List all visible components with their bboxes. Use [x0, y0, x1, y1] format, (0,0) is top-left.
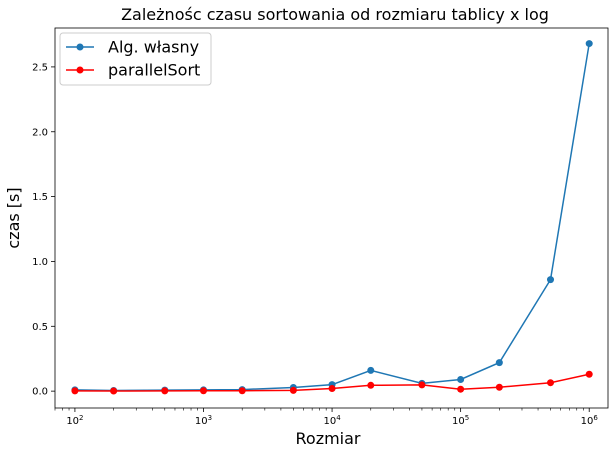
series-1-point	[547, 276, 555, 284]
legend-box	[59, 32, 212, 86]
series-1-point	[585, 40, 593, 48]
series-2-point	[110, 387, 118, 395]
x-tick-label: 106	[581, 414, 599, 427]
series-2-point	[495, 383, 503, 391]
legend: Alg. własny parallelSort	[59, 32, 212, 86]
x-axis-label: Rozmiar	[296, 429, 361, 448]
series-layer	[71, 40, 593, 395]
series-2-point	[199, 387, 207, 395]
series-1-point	[495, 359, 503, 367]
y-tick-label: 0.0	[32, 387, 48, 398]
series-2-point	[547, 379, 555, 387]
series-2-point	[585, 370, 593, 378]
legend-entry-label: parallelSort	[108, 61, 200, 80]
y-axis-label: czas [s]	[4, 187, 23, 248]
series-2-point	[328, 385, 336, 393]
series-2-point	[161, 387, 169, 395]
series-1-point	[457, 375, 465, 383]
series-2-point	[418, 381, 426, 389]
plot-area	[54, 27, 609, 409]
series-2-point	[367, 381, 375, 389]
series-2-point	[71, 387, 79, 395]
y-tick-label: 2.5	[32, 62, 48, 73]
series-2-point	[238, 387, 246, 395]
y-axis: 0.0 0.5 1.0 1.5 2.0 2.5	[32, 62, 55, 398]
series-2-point	[289, 386, 297, 394]
series-1-point	[367, 366, 375, 374]
series-2-point	[457, 385, 465, 393]
series-line-1	[74, 43, 590, 392]
legend-entry-label: Alg. własny	[108, 38, 199, 57]
x-axis: 102 103 104 105 106	[54, 408, 599, 427]
legend-marker	[76, 66, 84, 74]
y-tick-label: 0.5	[32, 322, 48, 333]
x-tick-label: 102	[66, 414, 83, 427]
legend-marker	[76, 43, 84, 51]
y-tick-label: 1.5	[32, 192, 48, 203]
y-tick-label: 1.0	[32, 257, 48, 268]
x-tick-label: 103	[195, 414, 212, 427]
chart-title: Zależnośc czasu sortowania od rozmiaru t…	[121, 5, 549, 24]
x-tick-label: 104	[323, 414, 341, 427]
y-tick-label: 2.0	[32, 127, 48, 138]
x-tick-label: 105	[452, 414, 469, 427]
